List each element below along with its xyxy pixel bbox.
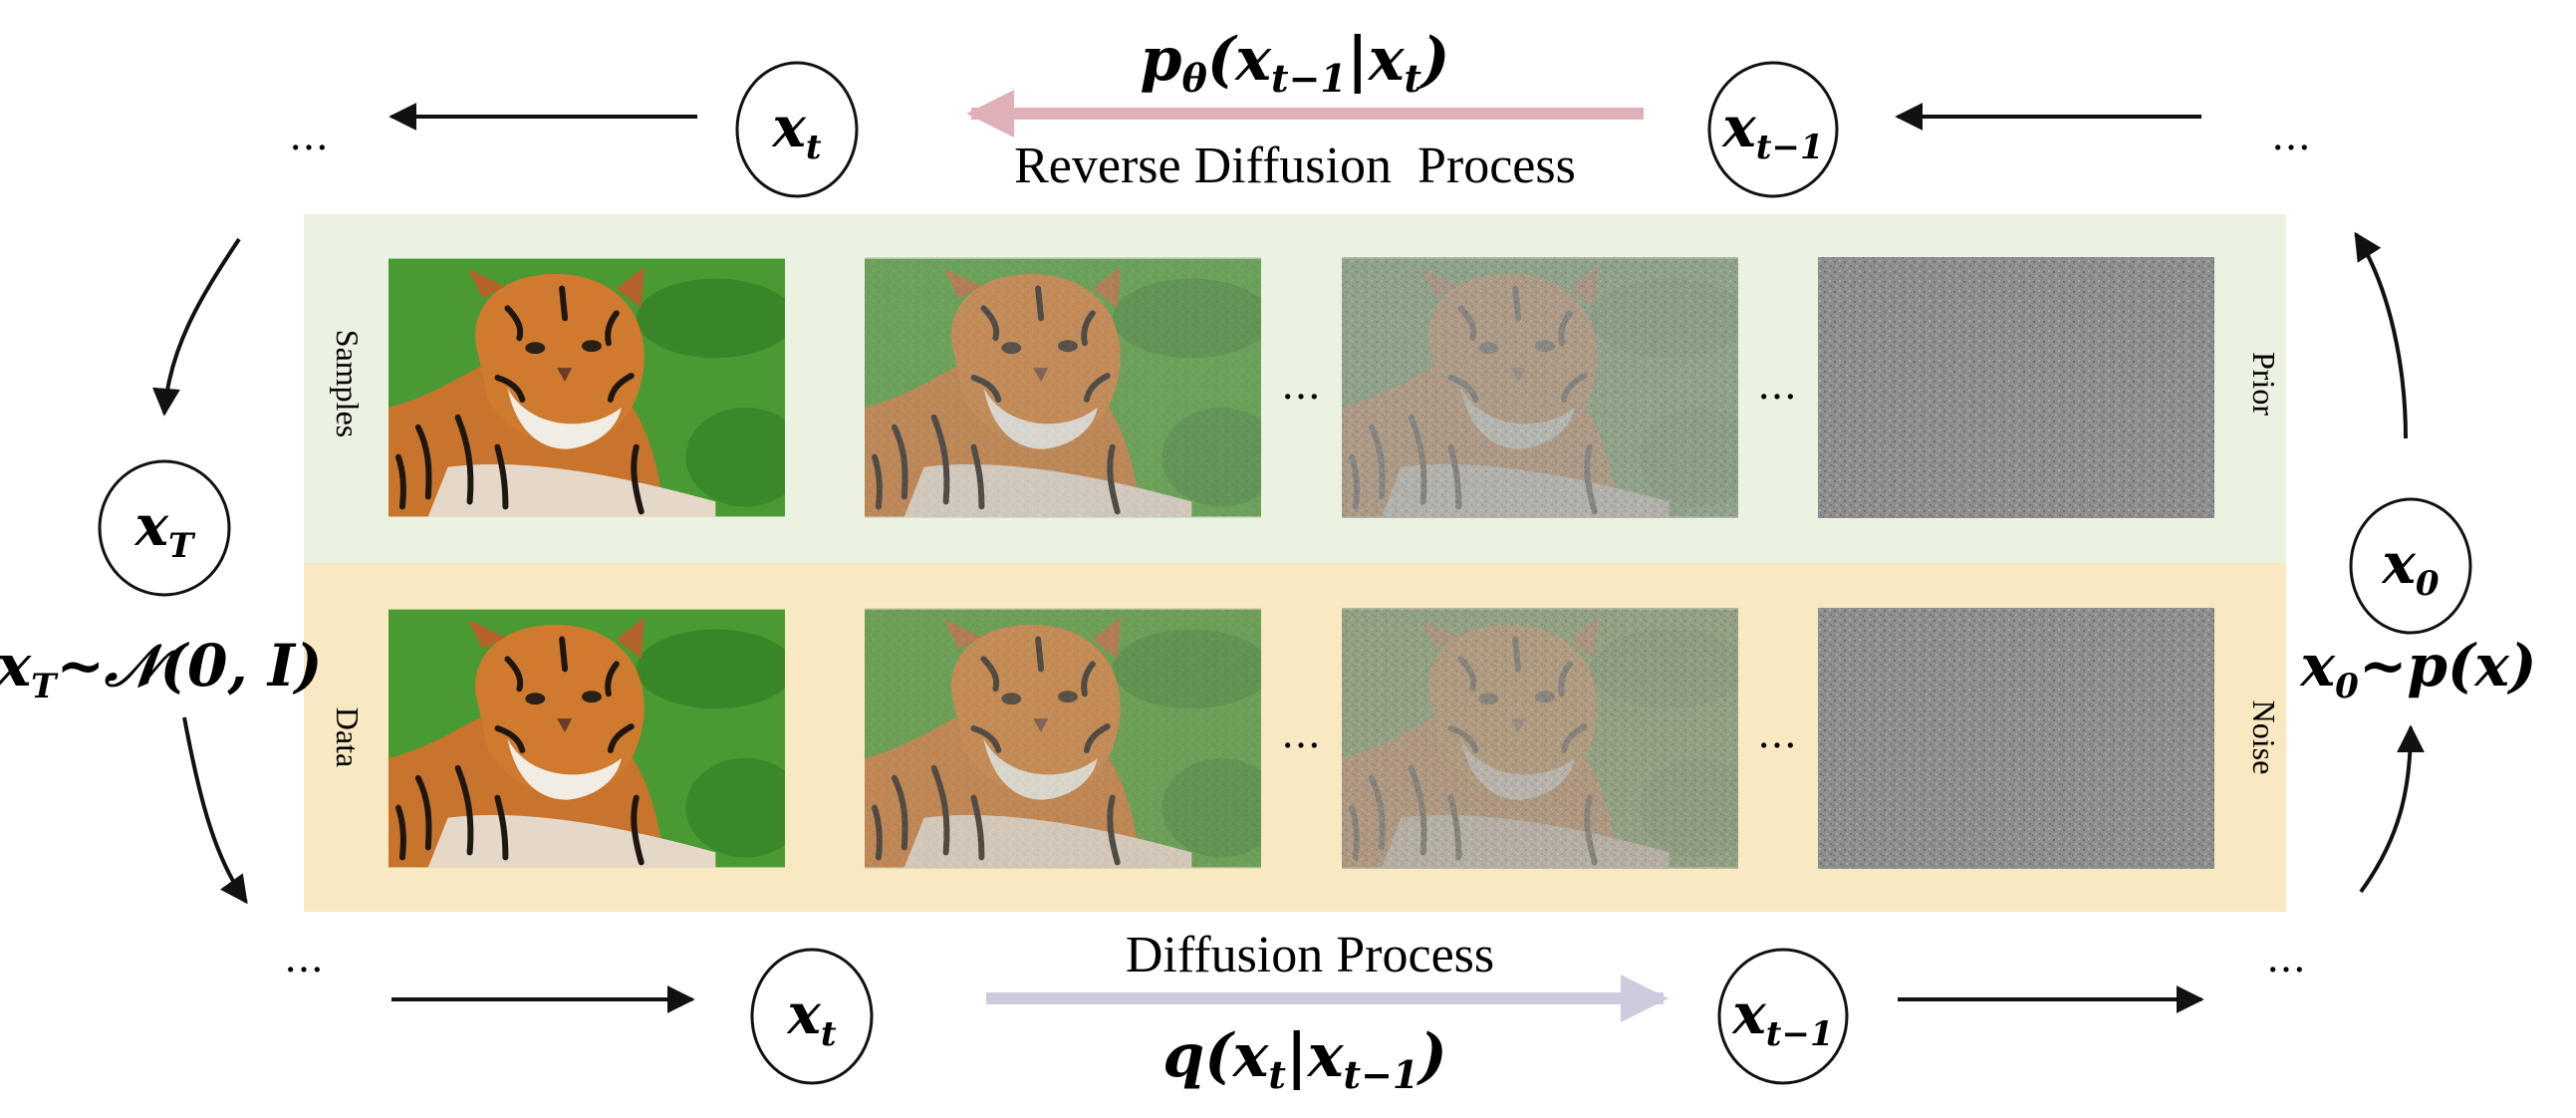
node-top-xt: xt: [735, 61, 859, 198]
data-image-3: [1342, 608, 1738, 869]
ellipsis-data-1: …: [1281, 711, 1321, 757]
data-image-2: [865, 608, 1261, 869]
curve-arrow-top-left: [151, 237, 241, 417]
ellipsis-bottom-right: …: [2266, 936, 2306, 981]
sample-image-2: [865, 257, 1261, 518]
forward-process-label: Diffusion Process: [1126, 927, 1494, 983]
ellipsis-bottom-left: …: [284, 936, 324, 981]
ellipsis-data-2: …: [1757, 711, 1797, 757]
reverse-process-label: Reverse Diffusion Process: [1014, 138, 1576, 194]
ellipsis-samples-2: …: [1757, 363, 1797, 409]
curve-arrow-bottom-right: [2359, 724, 2425, 894]
prior-formula: xT~𝒩(0, I): [0, 632, 322, 706]
node-bottom-xt: xt: [750, 948, 874, 1085]
ellipsis-samples-1: …: [1281, 363, 1321, 409]
svg-text:xt: xt: [771, 95, 821, 167]
data-label: Data: [330, 707, 366, 767]
prior-label: Prior: [2246, 352, 2282, 416]
ellipsis-top-right: …: [2271, 114, 2311, 159]
node-top-xt-1: xt−1: [1707, 61, 1839, 198]
sample-image-4: [1818, 257, 2214, 518]
node-left-xT: xT: [98, 459, 231, 597]
svg-text:x0: x0: [2381, 531, 2439, 604]
data-formula: x0~p(x): [2299, 632, 2537, 706]
svg-text:xt−1: xt−1: [1721, 95, 1823, 167]
svg-text:xt: xt: [786, 981, 836, 1054]
node-right-x0: x0: [2349, 497, 2472, 635]
sample-image-3: [1342, 257, 1738, 518]
reverse-formula: pθ(xt−1|xt): [1141, 25, 1450, 101]
svg-text:xt−1: xt−1: [1731, 981, 1833, 1054]
curve-arrow-top-right: [2354, 231, 2408, 439]
sample-image-1: [388, 259, 805, 517]
samples-label: Samples: [330, 330, 366, 437]
svg-text:xT: xT: [134, 493, 196, 566]
ellipsis-top-left: …: [289, 114, 329, 159]
noise-label: Noise: [2246, 700, 2282, 775]
node-bottom-xt-1: xt−1: [1717, 948, 1849, 1085]
forward-formula: q(xt|xt−1): [1162, 1021, 1447, 1097]
data-image-1: [388, 610, 805, 868]
curve-arrow-bottom-left: [182, 716, 248, 905]
data-image-4: [1818, 608, 2214, 869]
